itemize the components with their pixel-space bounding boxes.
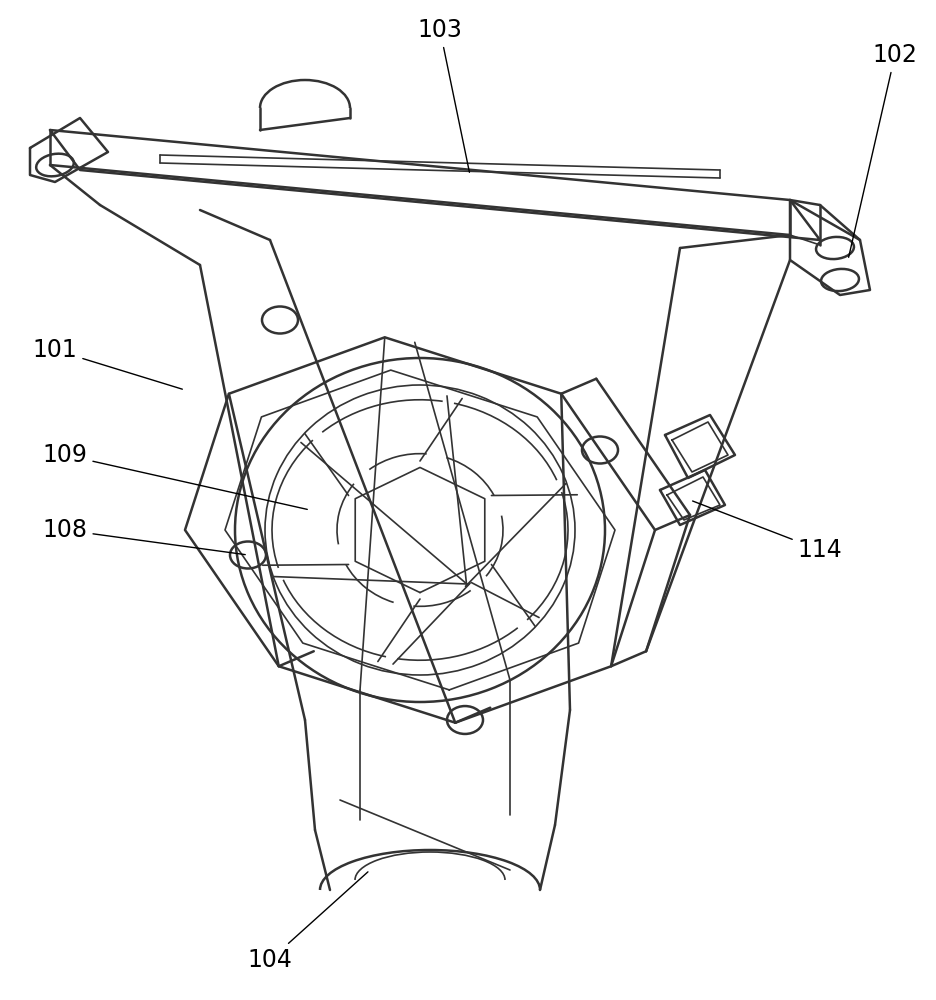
- Text: 104: 104: [247, 872, 368, 972]
- Text: 109: 109: [42, 443, 307, 509]
- Text: 101: 101: [33, 338, 183, 389]
- Text: 102: 102: [848, 43, 916, 257]
- Text: 103: 103: [417, 18, 469, 172]
- Text: 108: 108: [42, 518, 245, 555]
- Text: 114: 114: [692, 501, 841, 562]
